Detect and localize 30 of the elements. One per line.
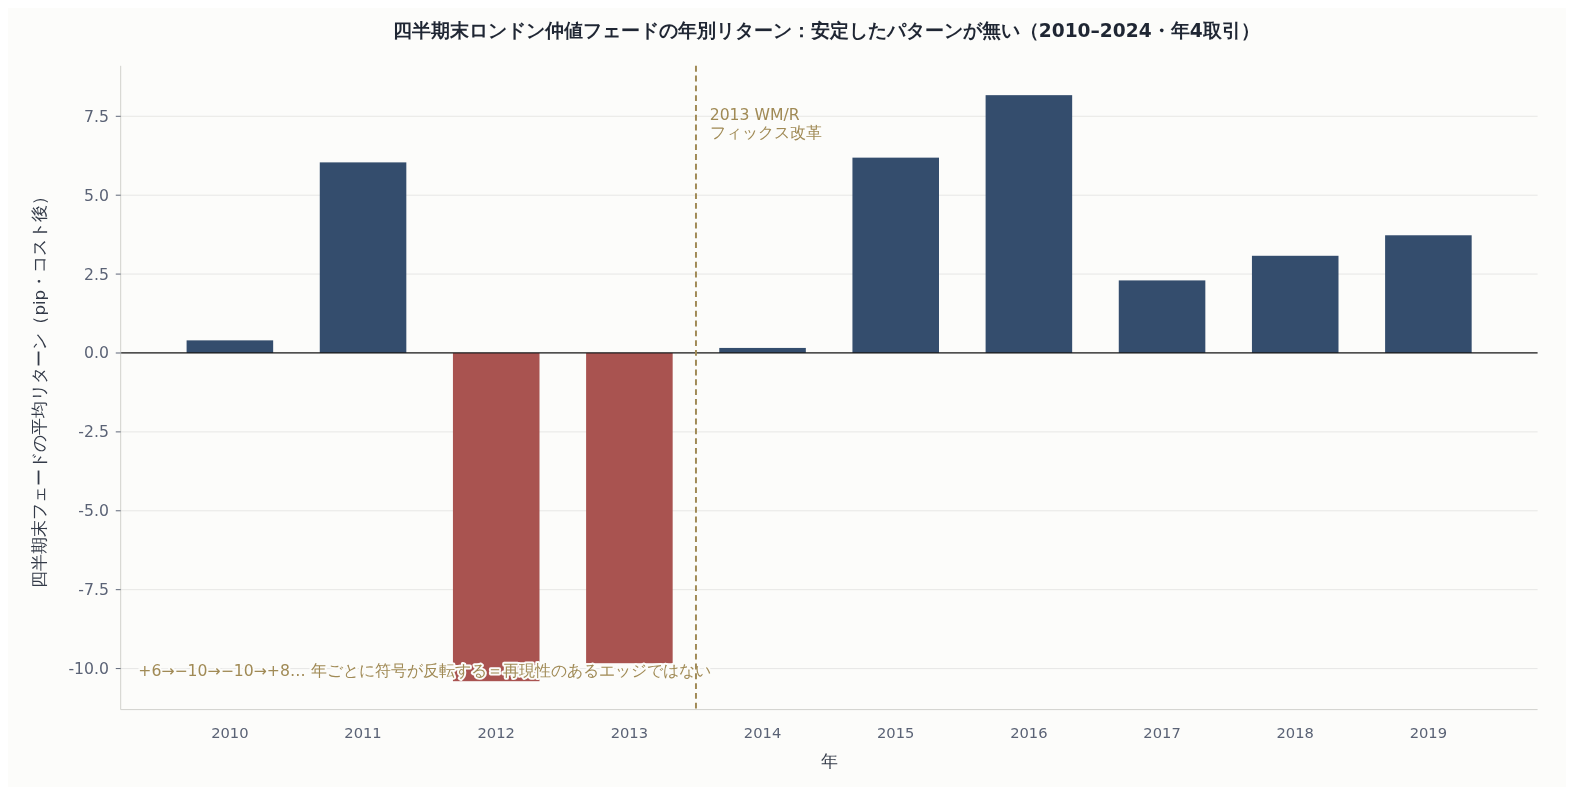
y-tick-label: 0.0 (84, 343, 109, 363)
y-tick-label: 2.5 (84, 264, 109, 284)
y-tick-label: -10.0 (68, 659, 109, 679)
bar (985, 95, 1073, 353)
x-tick-label: 2014 (743, 724, 782, 742)
x-tick-label: 2011 (344, 724, 382, 742)
y-tick-label: -2.5 (78, 422, 109, 442)
bar (1251, 255, 1339, 353)
bar (319, 162, 407, 353)
y-tick-label: 7.5 (84, 106, 109, 126)
x-axis-title: 年 (820, 752, 838, 772)
y-axis-title: 四半期末フェードの平均リターン（pip・コスト後） (30, 187, 50, 588)
bar (186, 340, 274, 353)
x-tick-label: 2015 (877, 724, 915, 742)
bar (586, 352, 673, 664)
bar (1118, 280, 1206, 353)
x-tick-label: 2017 (1143, 724, 1181, 742)
x-tick-label: 2019 (1409, 724, 1448, 742)
y-tick-label: -5.0 (78, 501, 109, 521)
bar (1385, 235, 1472, 353)
ref-line-label: 2013 WM/R フィックス改革 (709, 104, 822, 143)
x-tick-label: 2016 (1010, 724, 1048, 742)
x-tick-label: 2013 (610, 724, 649, 742)
y-tick-label: 5.0 (84, 185, 109, 205)
x-tick-label: 2010 (211, 724, 249, 742)
chart-title: 四半期末ロンドン仲値フェードの年別リターン：安定したパターンが無い（2010–2024・年4取引） (392, 20, 1260, 42)
x-tick-label: 2012 (477, 724, 515, 742)
bar (852, 157, 939, 353)
y-tick-label: -7.5 (78, 580, 109, 600)
x-tick-label: 2018 (1276, 724, 1314, 742)
